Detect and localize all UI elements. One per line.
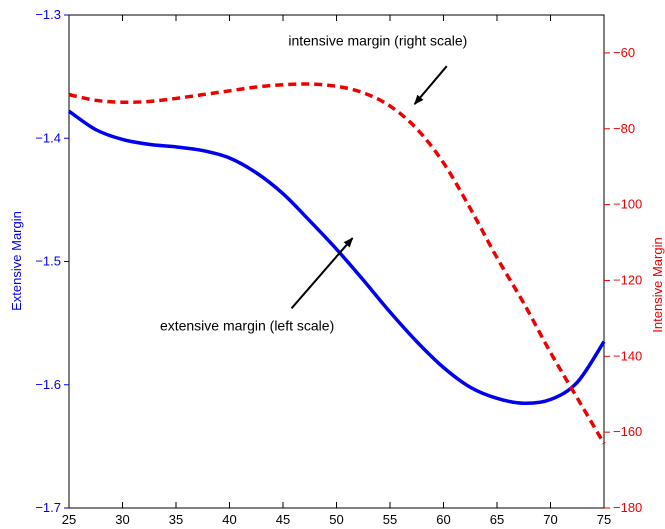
x-tick-label: 70 — [543, 512, 557, 527]
right-axis-title: Intensive Margin — [650, 237, 665, 332]
right-tick-label: −120 — [613, 272, 642, 287]
annotation-label: extensive margin (left scale) — [160, 318, 334, 334]
x-tick-label: 25 — [62, 512, 76, 527]
left-tick-label: −1.6 — [35, 377, 61, 392]
x-tick-label: 30 — [115, 512, 129, 527]
right-tick-label: −160 — [613, 424, 642, 439]
x-tick-label: 75 — [597, 512, 611, 527]
annotation-layer: intensive margin (right scale) extensive … — [160, 32, 467, 333]
left-tick-label: −1.4 — [35, 130, 61, 145]
right-tick-label: −60 — [613, 45, 635, 60]
extensive-margin-line — [67, 109, 606, 406]
annotation-label: intensive margin (right scale) — [288, 32, 467, 48]
right-tick-label: −80 — [613, 121, 635, 136]
left-tick-label: −1.7 — [35, 500, 61, 515]
left-tick-label: −1.3 — [35, 7, 61, 22]
series-layer — [67, 82, 606, 445]
plot-frame — [68, 14, 605, 509]
left-axis-ticks: −1.7 −1.6 −1.5 −1.4 −1.3 — [35, 7, 69, 515]
right-tick-label: −100 — [613, 197, 642, 212]
right-axis-ticks: −180 −160 −140 −120 −100 −80 −60 — [604, 45, 642, 515]
right-tick-label: −180 — [613, 500, 642, 515]
left-axis-title: Extensive Margin — [9, 211, 24, 311]
left-tick-label: −1.5 — [35, 254, 61, 269]
x-tick-label: 45 — [276, 512, 290, 527]
x-tick-label: 35 — [169, 512, 183, 527]
x-axis-ticks: 25 30 35 40 45 50 55 60 65 70 75 — [62, 15, 611, 527]
right-tick-label: −140 — [613, 348, 642, 363]
x-tick-label: 40 — [222, 512, 236, 527]
x-tick-label: 50 — [329, 512, 343, 527]
x-tick-label: 60 — [436, 512, 450, 527]
x-tick-label: 55 — [383, 512, 397, 527]
annotation-arrow — [413, 65, 448, 105]
annotation-arrow — [290, 237, 354, 309]
x-tick-label: 65 — [490, 512, 504, 527]
intensive-margin-line — [68, 82, 606, 445]
